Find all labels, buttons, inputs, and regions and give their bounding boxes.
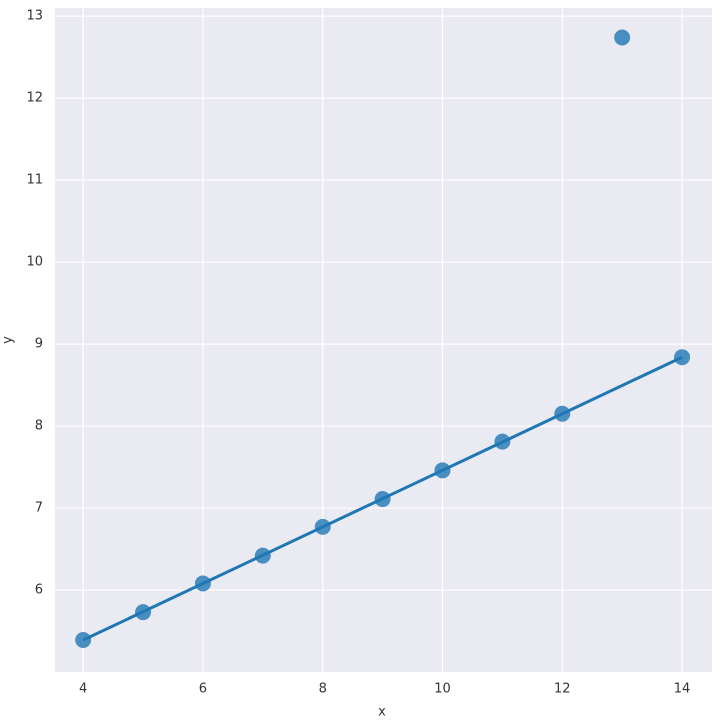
point <box>434 462 451 479</box>
x-tick-label: 12 <box>554 682 571 697</box>
y-tick-label: 6 <box>35 583 43 598</box>
x-tick-label: 6 <box>199 682 207 697</box>
y-tick-label: 12 <box>26 91 43 106</box>
plot-area <box>55 8 712 672</box>
point <box>674 349 691 366</box>
x-tick-label: 8 <box>319 682 327 697</box>
point <box>75 632 92 649</box>
x-axis-label: x <box>378 705 386 720</box>
y-tick-label: 8 <box>35 419 43 434</box>
point <box>135 604 152 621</box>
x-tick-label: 4 <box>79 682 87 697</box>
y-tick-label: 9 <box>35 337 43 352</box>
y-axis-label: y <box>1 336 16 344</box>
y-tick-label: 7 <box>35 501 43 516</box>
y-tick-label: 13 <box>26 9 43 24</box>
point <box>554 405 571 422</box>
point <box>374 491 391 508</box>
point <box>494 433 511 450</box>
y-tick-label: 10 <box>26 255 43 270</box>
point <box>614 29 631 46</box>
x-tick-label: 14 <box>674 682 691 697</box>
point <box>314 518 331 535</box>
point <box>194 575 211 592</box>
y-tick-label: 11 <box>26 173 43 188</box>
x-tick-label: 10 <box>434 682 451 697</box>
point <box>254 547 271 564</box>
